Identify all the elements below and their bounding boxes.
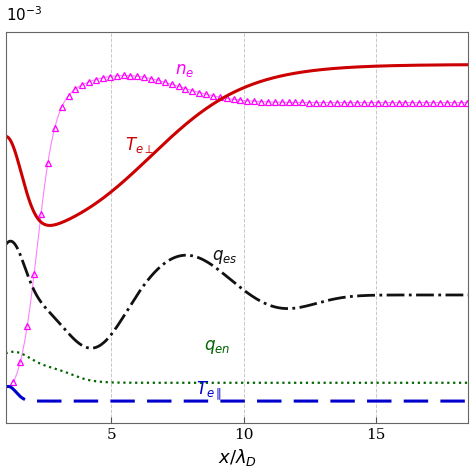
- Text: $q_{en}$: $q_{en}$: [204, 338, 230, 356]
- X-axis label: $x/\lambda_D$: $x/\lambda_D$: [218, 447, 256, 468]
- Text: $T_{e\parallel}$: $T_{e\parallel}$: [196, 380, 222, 402]
- Text: $10^{-3}$: $10^{-3}$: [6, 5, 42, 24]
- Text: $q_{es}$: $q_{es}$: [212, 248, 237, 266]
- Text: $n_e$: $n_e$: [175, 62, 194, 79]
- Text: $T_{e\perp}$: $T_{e\perp}$: [125, 136, 154, 155]
